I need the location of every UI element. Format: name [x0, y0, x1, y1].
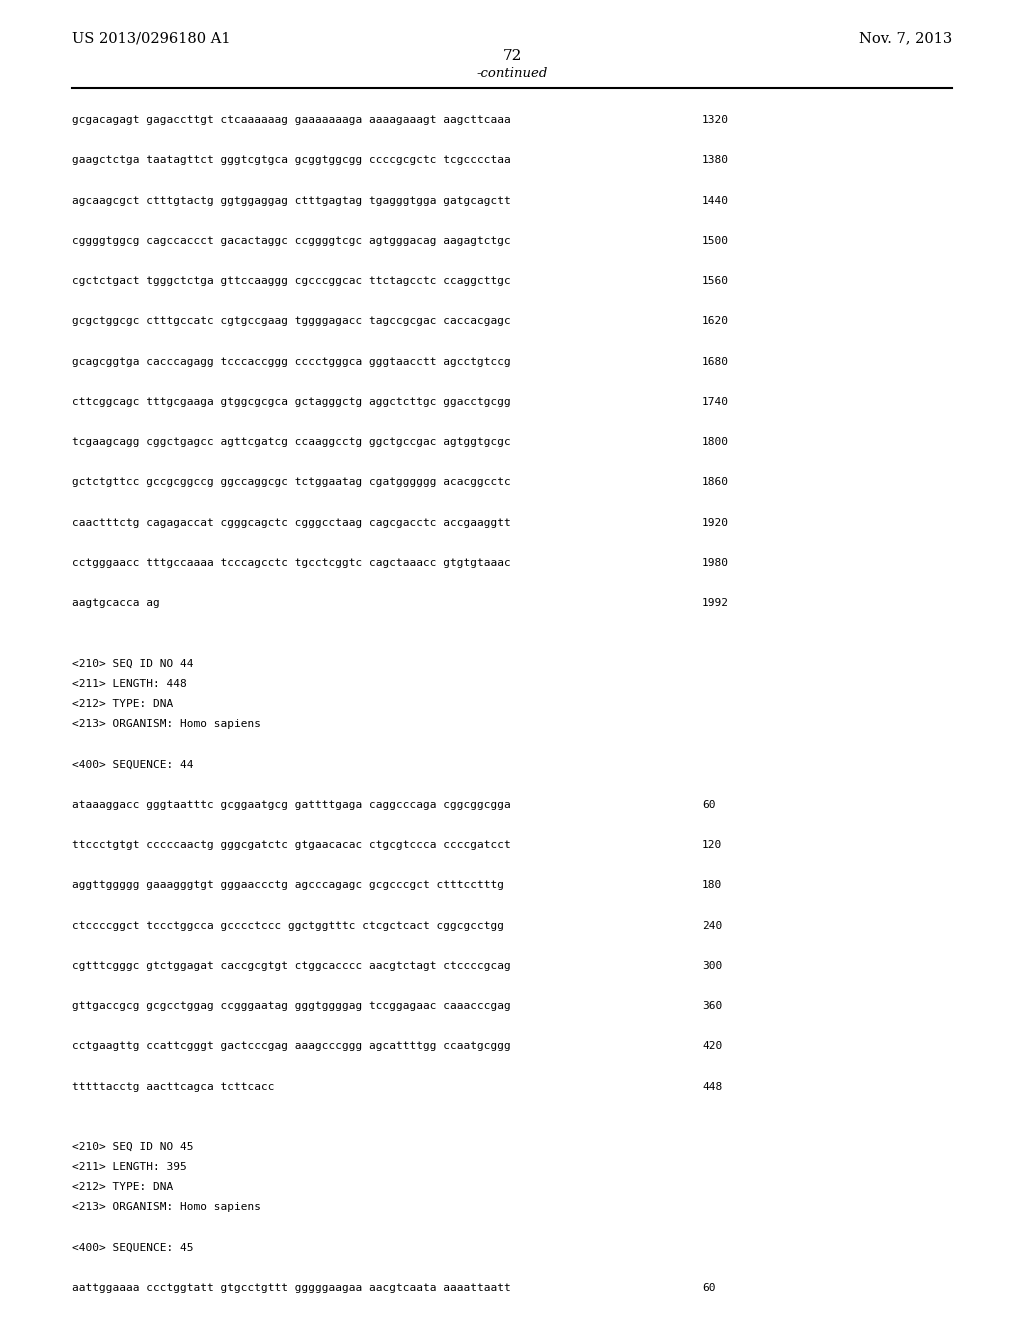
Text: 1620: 1620	[702, 317, 729, 326]
Text: 1740: 1740	[702, 397, 729, 407]
Text: <213> ORGANISM: Homo sapiens: <213> ORGANISM: Homo sapiens	[72, 719, 261, 729]
Text: <400> SEQUENCE: 44: <400> SEQUENCE: 44	[72, 759, 194, 770]
Text: gctctgttcc gccgcggccg ggccaggcgc tctggaatag cgatgggggg acacggcctc: gctctgttcc gccgcggccg ggccaggcgc tctggaa…	[72, 478, 511, 487]
Text: 1560: 1560	[702, 276, 729, 286]
Text: aagtgcacca ag: aagtgcacca ag	[72, 598, 160, 609]
Text: 1992: 1992	[702, 598, 729, 609]
Text: 180: 180	[702, 880, 722, 890]
Text: aggttggggg gaaagggtgt gggaaccctg agcccagagc gcgcccgct ctttcctttg: aggttggggg gaaagggtgt gggaaccctg agcccag…	[72, 880, 504, 890]
Text: 72: 72	[503, 49, 521, 63]
Text: US 2013/0296180 A1: US 2013/0296180 A1	[72, 30, 230, 45]
Text: aattggaaaa ccctggtatt gtgcctgttt gggggaagaa aacgtcaata aaaattaatt: aattggaaaa ccctggtatt gtgcctgttt gggggaa…	[72, 1283, 511, 1294]
Text: cgctctgact tgggctctga gttccaaggg cgcccggcac ttctagcctc ccaggcttgc: cgctctgact tgggctctga gttccaaggg cgcccgg…	[72, 276, 511, 286]
Text: tcgaagcagg cggctgagcc agttcgatcg ccaaggcctg ggctgccgac agtggtgcgc: tcgaagcagg cggctgagcc agttcgatcg ccaaggc…	[72, 437, 511, 447]
Text: 1320: 1320	[702, 115, 729, 125]
Text: cctgggaacc tttgccaaaa tcccagcctc tgcctcggtc cagctaaacc gtgtgtaaac: cctgggaacc tttgccaaaa tcccagcctc tgcctcg…	[72, 558, 511, 568]
Text: <212> TYPE: DNA: <212> TYPE: DNA	[72, 1183, 173, 1192]
Text: 1380: 1380	[702, 156, 729, 165]
Text: 1500: 1500	[702, 236, 729, 246]
Text: 120: 120	[702, 840, 722, 850]
Text: caactttctg cagagaccat cgggcagctc cgggcctaag cagcgacctc accgaaggtt: caactttctg cagagaccat cgggcagctc cgggcct…	[72, 517, 511, 528]
Text: 240: 240	[702, 920, 722, 931]
Text: agcaagcgct ctttgtactg ggtggaggag ctttgagtag tgagggtgga gatgcagctt: agcaagcgct ctttgtactg ggtggaggag ctttgag…	[72, 195, 511, 206]
Text: 300: 300	[702, 961, 722, 970]
Text: cggggtggcg cagccaccct gacactaggc ccggggtcgc agtgggacag aagagtctgc: cggggtggcg cagccaccct gacactaggc ccggggt…	[72, 236, 511, 246]
Text: 360: 360	[702, 1001, 722, 1011]
Text: 1800: 1800	[702, 437, 729, 447]
Text: gcgctggcgc ctttgccatc cgtgccgaag tggggagacc tagccgcgac caccacgagc: gcgctggcgc ctttgccatc cgtgccgaag tggggag…	[72, 317, 511, 326]
Text: 448: 448	[702, 1081, 722, 1092]
Text: <212> TYPE: DNA: <212> TYPE: DNA	[72, 700, 173, 709]
Text: gcgacagagt gagaccttgt ctcaaaaaag gaaaaaaaga aaaagaaagt aagcttcaaa: gcgacagagt gagaccttgt ctcaaaaaag gaaaaaa…	[72, 115, 511, 125]
Text: Nov. 7, 2013: Nov. 7, 2013	[859, 30, 952, 45]
Text: 1860: 1860	[702, 478, 729, 487]
Text: 60: 60	[702, 800, 716, 809]
Text: <400> SEQUENCE: 45: <400> SEQUENCE: 45	[72, 1242, 194, 1253]
Text: gcagcggtga cacccagagg tcccaccggg cccctgggca gggtaacctt agcctgtccg: gcagcggtga cacccagagg tcccaccggg cccctgg…	[72, 356, 511, 367]
Text: -continued: -continued	[476, 67, 548, 81]
Text: 420: 420	[702, 1041, 722, 1052]
Text: 1440: 1440	[702, 195, 729, 206]
Text: ataaaggacc gggtaatttc gcggaatgcg gattttgaga caggcccaga cggcggcgga: ataaaggacc gggtaatttc gcggaatgcg gattttg…	[72, 800, 511, 809]
Text: cgtttcgggc gtctggagat caccgcgtgt ctggcacccc aacgtctagt ctccccgcag: cgtttcgggc gtctggagat caccgcgtgt ctggcac…	[72, 961, 511, 970]
Text: <210> SEQ ID NO 44: <210> SEQ ID NO 44	[72, 659, 194, 669]
Text: cttcggcagc tttgcgaaga gtggcgcgca gctagggctg aggctcttgc ggacctgcgg: cttcggcagc tttgcgaaga gtggcgcgca gctaggg…	[72, 397, 511, 407]
Text: ttccctgtgt cccccaactg gggcgatctc gtgaacacac ctgcgtccca ccccgatcct: ttccctgtgt cccccaactg gggcgatctc gtgaaca…	[72, 840, 511, 850]
Text: <211> LENGTH: 395: <211> LENGTH: 395	[72, 1162, 186, 1172]
Text: 1680: 1680	[702, 356, 729, 367]
Text: ctccccggct tccctggcca gcccctccc ggctggtttc ctcgctcact cggcgcctgg: ctccccggct tccctggcca gcccctccc ggctggtt…	[72, 920, 504, 931]
Text: cctgaagttg ccattcgggt gactcccgag aaagcccggg agcattttgg ccaatgcggg: cctgaagttg ccattcgggt gactcccgag aaagccc…	[72, 1041, 511, 1052]
Text: 1980: 1980	[702, 558, 729, 568]
Text: <213> ORGANISM: Homo sapiens: <213> ORGANISM: Homo sapiens	[72, 1203, 261, 1213]
Text: 60: 60	[702, 1283, 716, 1294]
Text: 1920: 1920	[702, 517, 729, 528]
Text: <210> SEQ ID NO 45: <210> SEQ ID NO 45	[72, 1142, 194, 1152]
Text: gttgaccgcg gcgcctggag ccgggaatag gggtggggag tccggagaac caaacccgag: gttgaccgcg gcgcctggag ccgggaatag gggtggg…	[72, 1001, 511, 1011]
Text: tttttacctg aacttcagca tcttcacc: tttttacctg aacttcagca tcttcacc	[72, 1081, 274, 1092]
Text: gaagctctga taatagttct gggtcgtgca gcggtggcgg ccccgcgctc tcgcccctaa: gaagctctga taatagttct gggtcgtgca gcggtgg…	[72, 156, 511, 165]
Text: <211> LENGTH: 448: <211> LENGTH: 448	[72, 678, 186, 689]
